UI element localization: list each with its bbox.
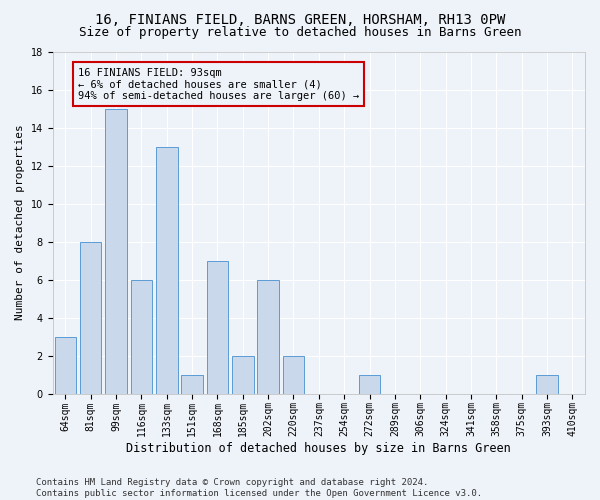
Bar — [206, 260, 228, 394]
Bar — [156, 146, 178, 394]
Bar — [283, 356, 304, 394]
Text: 16, FINIANS FIELD, BARNS GREEN, HORSHAM, RH13 0PW: 16, FINIANS FIELD, BARNS GREEN, HORSHAM,… — [95, 12, 505, 26]
Bar — [359, 374, 380, 394]
Bar — [55, 336, 76, 394]
Bar — [232, 356, 254, 394]
Bar — [536, 374, 558, 394]
Bar — [181, 374, 203, 394]
Text: Contains HM Land Registry data © Crown copyright and database right 2024.
Contai: Contains HM Land Registry data © Crown c… — [36, 478, 482, 498]
Bar — [105, 108, 127, 394]
Bar — [131, 280, 152, 394]
Text: Size of property relative to detached houses in Barns Green: Size of property relative to detached ho… — [79, 26, 521, 39]
Bar — [257, 280, 279, 394]
Y-axis label: Number of detached properties: Number of detached properties — [15, 124, 25, 320]
X-axis label: Distribution of detached houses by size in Barns Green: Distribution of detached houses by size … — [127, 442, 511, 455]
Text: 16 FINIANS FIELD: 93sqm
← 6% of detached houses are smaller (4)
94% of semi-deta: 16 FINIANS FIELD: 93sqm ← 6% of detached… — [78, 68, 359, 101]
Bar — [80, 242, 101, 394]
